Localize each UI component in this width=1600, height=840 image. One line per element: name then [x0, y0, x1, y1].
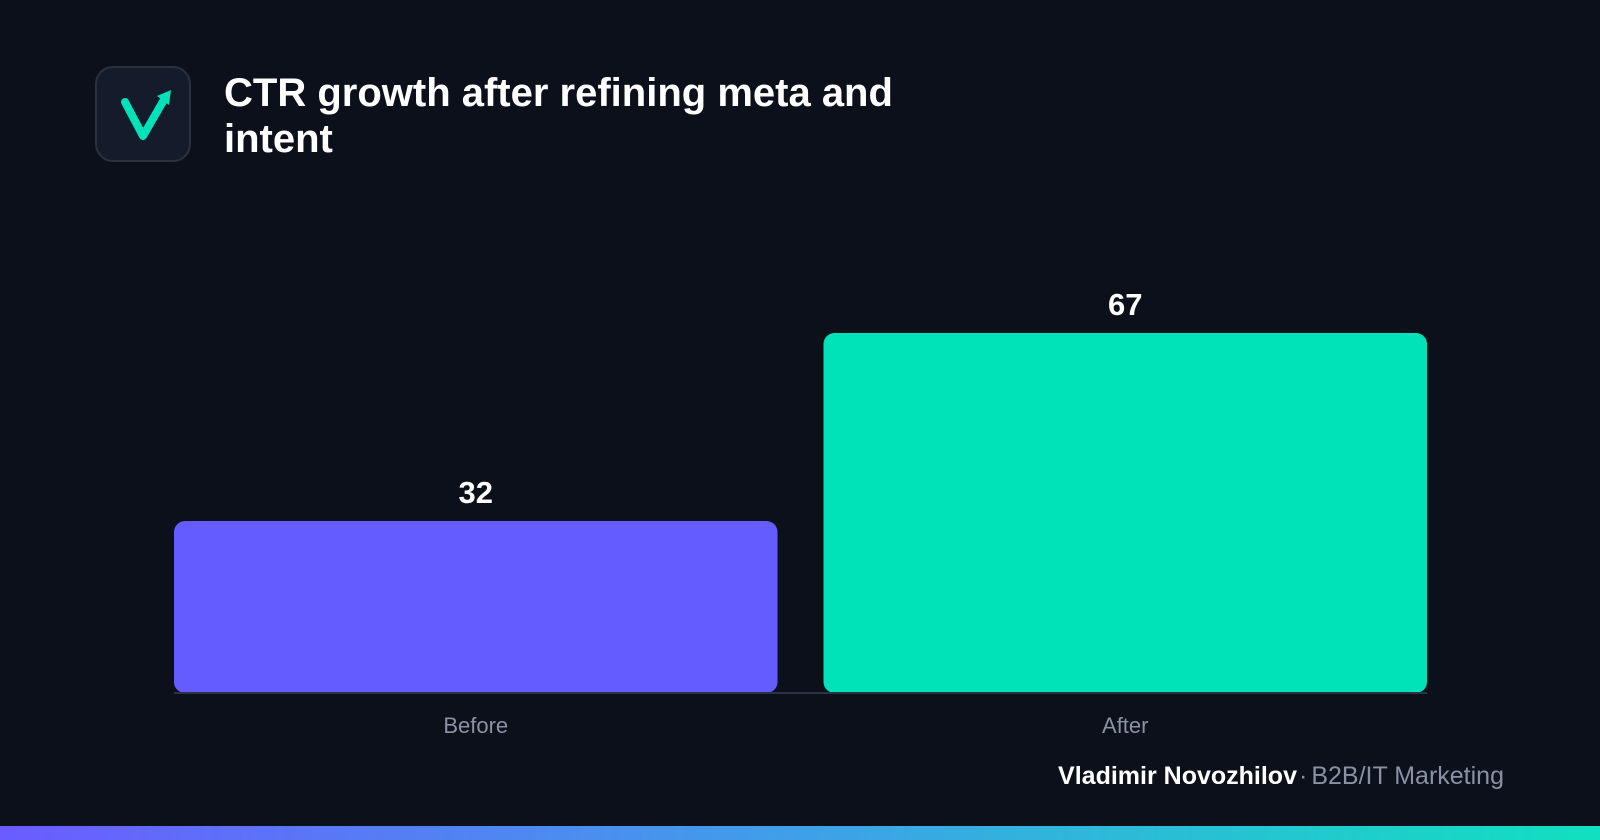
category-label-before: Before — [443, 713, 508, 738]
category-label-after: After — [1102, 713, 1148, 738]
author-role: B2B/IT Marketing — [1311, 762, 1504, 790]
page-title: CTR growth after refining meta and inten… — [224, 71, 893, 161]
bars-layer — [174, 333, 1427, 693]
footer-credit: Vladimir Novozhilov· B2B/IT Marketing — [1058, 762, 1504, 791]
value-label-after: 67 — [1108, 287, 1142, 322]
logo-badge — [95, 66, 191, 162]
author-name: Vladimir Novozhilov — [1058, 762, 1297, 790]
value-label-before: 32 — [459, 475, 493, 510]
bar-chart: 32 Before 67 After — [174, 287, 1427, 738]
labels-layer: 32 Before 67 After — [443, 287, 1148, 738]
footer-separator: · — [1298, 762, 1308, 790]
bar-before — [174, 521, 778, 693]
check-arrow-logo-icon — [121, 90, 171, 140]
bottom-gradient-bar — [0, 826, 1600, 840]
bar-after — [823, 333, 1427, 693]
